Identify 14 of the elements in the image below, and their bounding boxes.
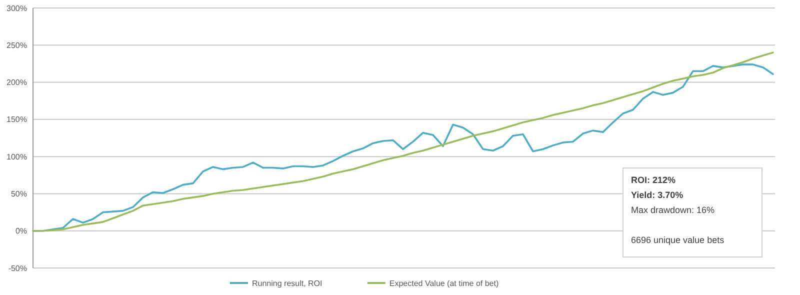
legend-label: Expected Value (at time of bet) bbox=[389, 279, 499, 288]
y-tick-label: -50% bbox=[8, 264, 27, 273]
annotation: Max drawdown: 16% bbox=[631, 205, 715, 215]
y-tick-label: 200% bbox=[6, 78, 27, 88]
annotation: ROI: 212% bbox=[631, 175, 676, 185]
y-tick-label: 0% bbox=[15, 226, 27, 236]
y-tick-label: 250% bbox=[6, 40, 27, 50]
y-tick-label: 150% bbox=[6, 115, 27, 124]
y-tick-label: 50% bbox=[10, 190, 27, 199]
y-tick-label: 300% bbox=[6, 4, 27, 13]
legend-label: Running result, ROI bbox=[252, 279, 322, 288]
annotation: 6696 unique value bets bbox=[631, 235, 725, 245]
annotation: Yield: 3.70% bbox=[631, 190, 684, 200]
y-tick-label: 100% bbox=[6, 152, 27, 162]
